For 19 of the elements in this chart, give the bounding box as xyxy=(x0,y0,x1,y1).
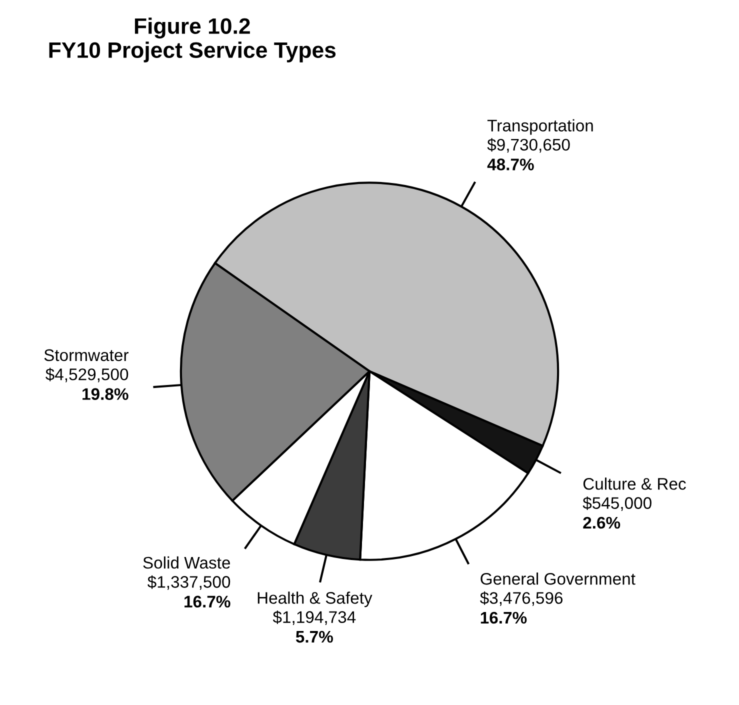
text: 5.7% xyxy=(296,630,333,643)
data-label: $1,337,500 xyxy=(148,575,230,590)
text: 16.7% xyxy=(480,612,527,624)
data-label: $545,000 xyxy=(582,496,652,511)
slice-label: Culture & Rec xyxy=(583,478,686,490)
data-label: $1,194,734 xyxy=(272,610,356,625)
slice-label: Stormwater xyxy=(44,349,128,362)
chart-title: Figure 10.2 FY10 Project Service Types xyxy=(49,18,336,62)
text: 16.7% xyxy=(184,596,230,608)
slice-label: Transportation xyxy=(487,119,593,135)
data-label: $9,730,650 xyxy=(487,138,570,153)
slice-label: Solid Waste xyxy=(143,556,230,569)
text: 2.6% xyxy=(583,516,620,529)
text: 48.7% xyxy=(487,158,534,170)
data-label: $3,476,596 xyxy=(480,591,563,606)
text: 19.8% xyxy=(82,388,128,400)
slice-label: General Government xyxy=(480,572,636,585)
slice-label: Health & Safety xyxy=(258,592,372,608)
data-label: $4,529,500 xyxy=(46,368,128,382)
